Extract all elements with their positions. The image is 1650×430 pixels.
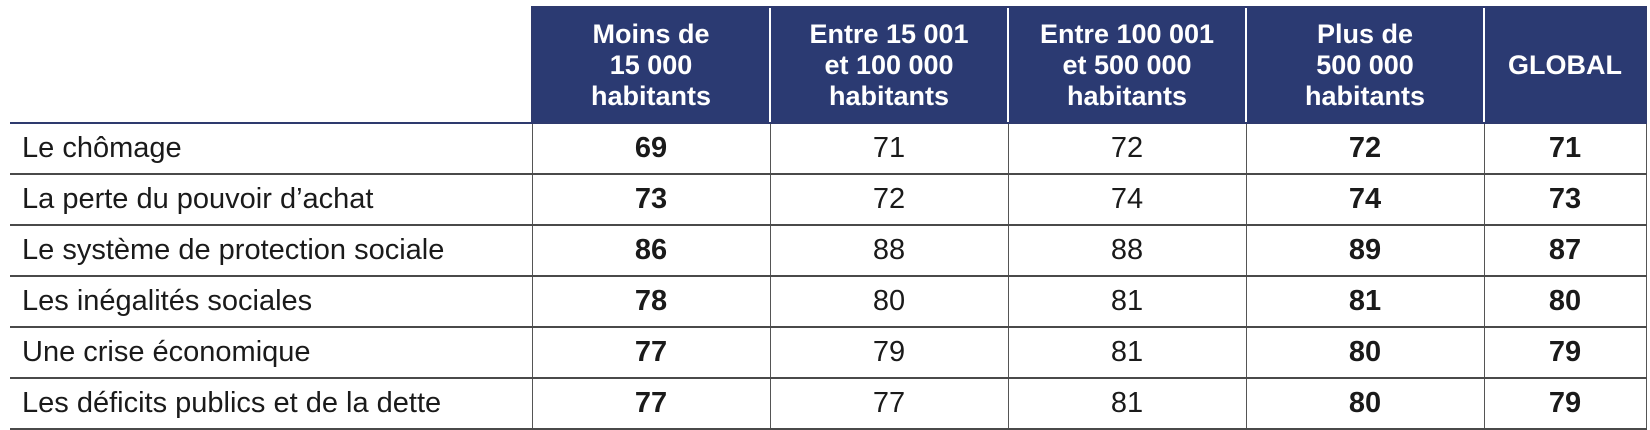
table-cell: 72 [1007,123,1246,175]
table-cell: 81 [1245,276,1484,328]
row-label: Une crise économique [10,327,532,379]
table-cell: 73 [1483,174,1647,226]
table-cell: 81 [1007,327,1246,379]
row-label: Le système de protection sociale [10,225,532,277]
table-cell: 80 [1245,327,1484,379]
table-row: Le système de protection sociale 86 88 8… [10,225,1647,277]
header-corner [10,7,532,124]
column-header-label: Entre 15 001 et 100 000 habitants [809,18,969,111]
table-row: Le chômage 69 71 72 72 71 [10,123,1647,175]
table-cell: 71 [1483,123,1647,175]
column-header-label: GLOBAL [1508,49,1622,80]
table-cell: 78 [531,276,770,328]
table-cell: 81 [1007,276,1246,328]
table-cell: 72 [1245,123,1484,175]
table-cell: 69 [531,123,770,175]
column-header: Plus de 500 000 habitants [1245,6,1484,124]
table-cell: 71 [769,123,1008,175]
table-row: Les inégalités sociales 78 80 81 81 80 [10,276,1647,328]
row-label: Les inégalités sociales [10,276,532,328]
table-cell: 89 [1245,225,1484,277]
table-cell: 79 [1483,378,1647,430]
column-header: Entre 100 001 et 500 000 habitants [1007,6,1246,124]
table-cell: 79 [769,327,1008,379]
table-cell: 81 [1007,378,1246,430]
table-cell: 77 [531,378,770,430]
table-cell: 74 [1245,174,1484,226]
column-header-label: Plus de 500 000 habitants [1304,18,1425,111]
row-label: La perte du pouvoir d’achat [10,174,532,226]
table-cell: 87 [1483,225,1647,277]
data-table: Moins de 15 000 habitants Entre 15 001 e… [10,6,1647,430]
column-header: GLOBAL [1483,6,1647,124]
table-cell: 73 [531,174,770,226]
table-cell: 74 [1007,174,1246,226]
table-row: Les déficits publics et de la dette 77 7… [10,378,1647,430]
row-label: Les déficits publics et de la dette [10,378,532,430]
table-cell: 79 [1483,327,1647,379]
table-row: La perte du pouvoir d’achat 73 72 74 74 … [10,174,1647,226]
table-cell: 88 [769,225,1008,277]
column-header: Entre 15 001 et 100 000 habitants [769,6,1008,124]
table-cell: 80 [1245,378,1484,430]
table-row: Une crise économique 77 79 81 80 79 [10,327,1647,379]
header-row: Moins de 15 000 habitants Entre 15 001 e… [10,6,1647,124]
table-cell: 72 [769,174,1008,226]
table-cell: 88 [1007,225,1246,277]
table-cell: 77 [531,327,770,379]
column-header-label: Entre 100 001 et 500 000 habitants [1039,18,1215,111]
table-cell: 77 [769,378,1008,430]
column-header-label: Moins de 15 000 habitants [590,18,711,111]
column-header: Moins de 15 000 habitants [531,6,770,124]
table-cell: 80 [769,276,1008,328]
data-table-container: Moins de 15 000 habitants Entre 15 001 e… [10,6,1647,430]
row-label: Le chômage [10,123,532,175]
table-cell: 80 [1483,276,1647,328]
table-cell: 86 [531,225,770,277]
